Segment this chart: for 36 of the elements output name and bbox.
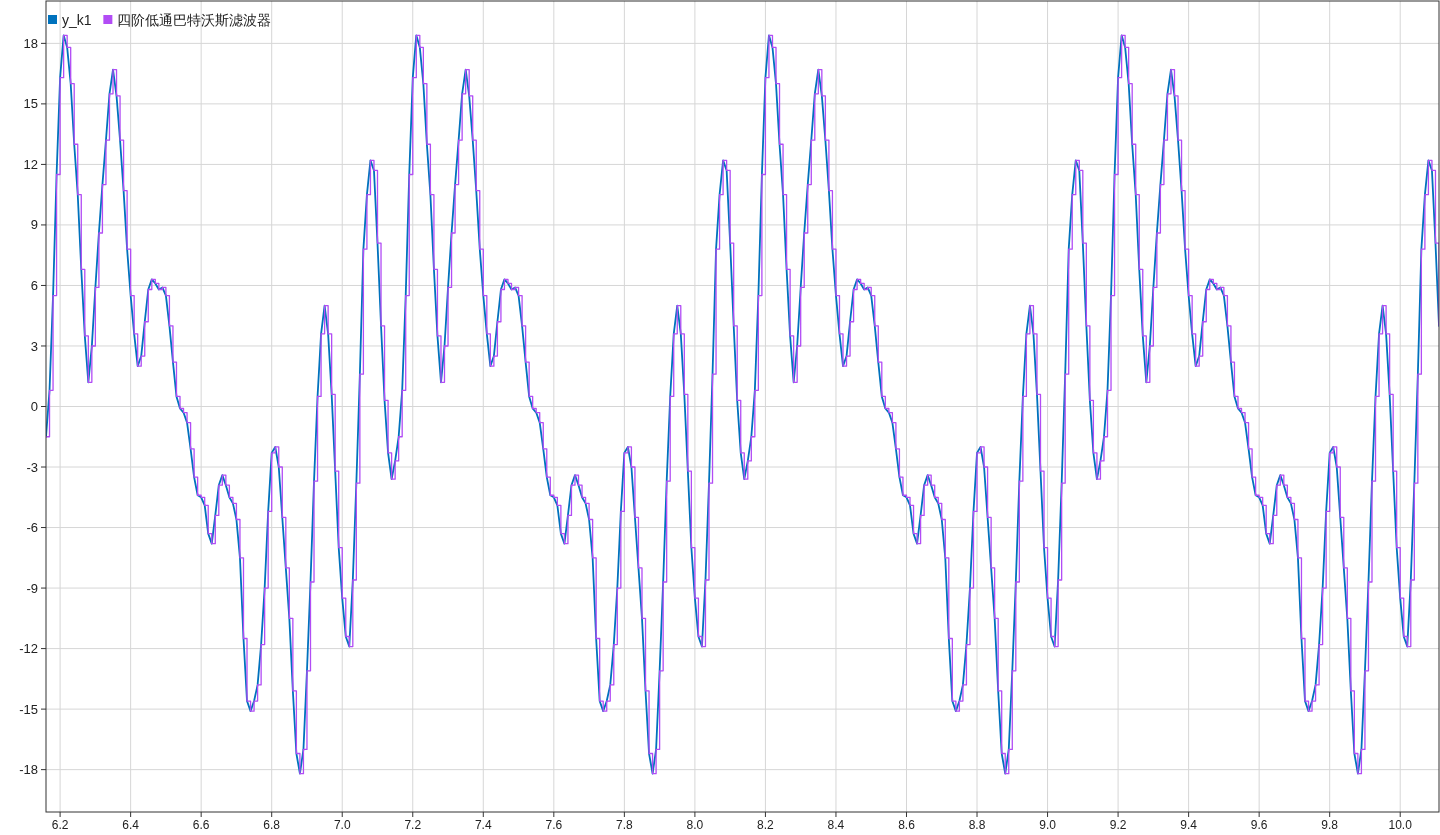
- x-tick-label: 8.4: [827, 818, 845, 832]
- x-tick-label: 7.2: [404, 818, 422, 832]
- x-tick-label: 9.0: [1039, 818, 1057, 832]
- x-tick-label: 7.6: [545, 818, 563, 832]
- y-tick-label: -6: [26, 520, 38, 536]
- line-series: [46, 34, 1439, 775]
- x-tick-label: 8.6: [898, 818, 916, 832]
- y-tick-label: -18: [19, 762, 38, 778]
- x-tick-label: 9.6: [1250, 818, 1268, 832]
- y-tick-label: 15: [23, 96, 38, 112]
- x-tick-label: 8.0: [686, 818, 704, 832]
- x-tick-label: 10.0: [1388, 818, 1413, 832]
- y-tick-label: 12: [23, 156, 38, 172]
- x-tick-label: 7.8: [616, 818, 634, 832]
- x-tick-label: 9.8: [1321, 818, 1339, 832]
- legend-label: y_k1: [62, 12, 92, 28]
- x-tick-label: 9.4: [1180, 818, 1198, 832]
- x-tick-label: 8.8: [968, 818, 986, 832]
- y-tick-label: 0: [30, 399, 38, 415]
- y-tick-label: -12: [19, 641, 38, 657]
- y-tick-label: 6: [30, 278, 38, 294]
- y-tick-label: -9: [26, 580, 38, 596]
- legend-label: 四阶低通巴特沃斯滤波器: [117, 12, 272, 28]
- y-tick-label: -15: [19, 701, 38, 717]
- y-tick-label: -3: [26, 459, 38, 475]
- x-tick-label: 6.6: [192, 818, 210, 832]
- x-tick-label: 7.4: [474, 818, 492, 832]
- x-tick-label: 9.2: [1109, 818, 1127, 832]
- x-tick-label: 7.0: [333, 818, 351, 832]
- y-tick-label: 3: [30, 338, 38, 354]
- x-tick-label: 6.4: [122, 818, 140, 832]
- y-tick-label: 9: [30, 217, 38, 233]
- y-tick-label: 18: [23, 35, 38, 51]
- x-tick-label: 6.8: [263, 818, 281, 832]
- x-tick-label: 8.2: [757, 818, 775, 832]
- x-tick-label: 6.2: [51, 818, 69, 832]
